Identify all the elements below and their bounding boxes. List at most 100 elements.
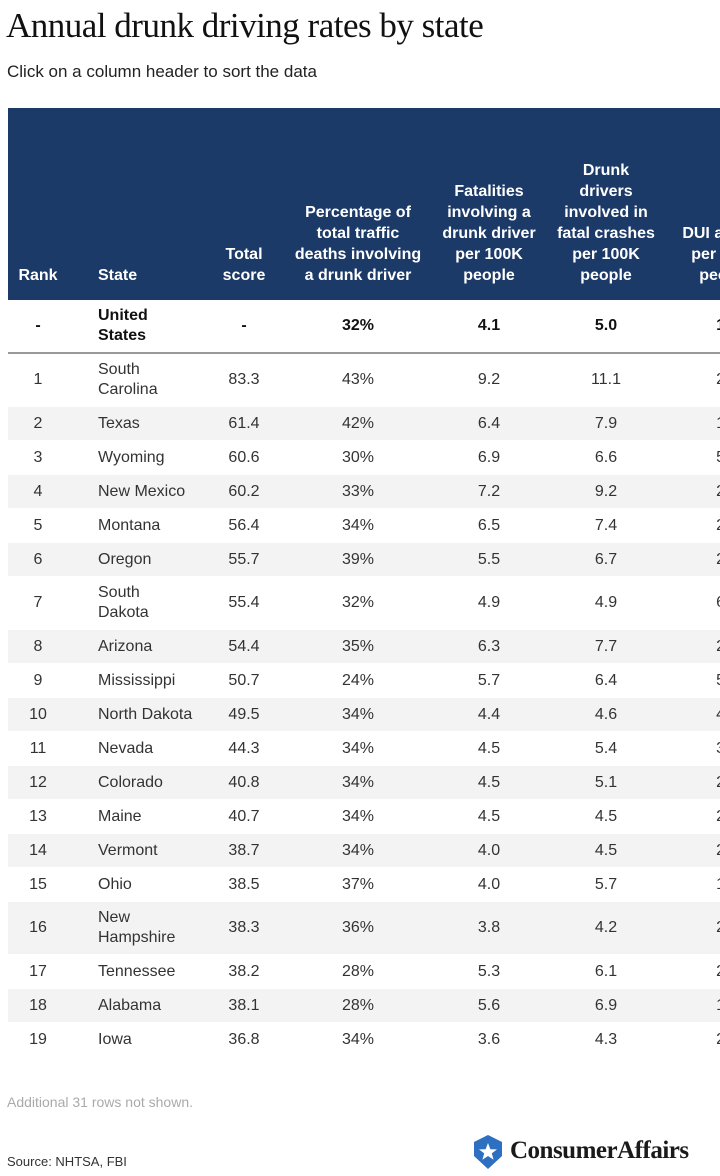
table-cell: 83.3	[200, 353, 288, 407]
title: Annual drunk driving rates by state	[6, 6, 484, 45]
table-cell: 49.5	[200, 697, 288, 732]
table-cell: 32%	[288, 576, 428, 630]
table-cell: 5.0	[550, 300, 662, 354]
table-cell: 12	[8, 765, 68, 800]
table-cell: 4.5	[550, 833, 662, 868]
table-cell: 24	[662, 474, 720, 509]
table-cell: 55.4	[200, 576, 288, 630]
table-cell: 17	[8, 954, 68, 989]
table-cell: 37%	[288, 867, 428, 902]
table-cell: 4.1	[428, 300, 550, 354]
table-cell: 34%	[288, 833, 428, 868]
table-cell: 26	[662, 542, 720, 577]
table-cell: 2	[8, 406, 68, 441]
table-cell: 54.4	[200, 629, 288, 664]
table-cell: Ohio	[68, 867, 200, 902]
table-cell: 28%	[288, 988, 428, 1023]
table-cell: 3.8	[428, 901, 550, 955]
table-cell: 30%	[288, 440, 428, 475]
table-cell: 9.2	[550, 474, 662, 509]
column-header[interactable]: Fatalities involving a drunk driver per …	[428, 108, 550, 300]
table-cell: Arizona	[68, 629, 200, 664]
table-cell: 6.1	[550, 954, 662, 989]
table-cell: 6	[8, 542, 68, 577]
table-cell: 5.5	[428, 542, 550, 577]
table-cell: 4.9	[550, 576, 662, 630]
column-header[interactable]: DUI arrests per 100K people	[662, 108, 720, 300]
table-cell: 28%	[288, 954, 428, 989]
table-cell: 27	[662, 799, 720, 834]
table-cell: Wyoming	[68, 440, 200, 475]
table-cell: 44.3	[200, 731, 288, 766]
table-cell: 19	[8, 1022, 68, 1057]
table-cell: 4.5	[550, 799, 662, 834]
table-cell: 40.7	[200, 799, 288, 834]
table-cell: 10	[8, 697, 68, 732]
table-cell: 4.0	[428, 833, 550, 868]
column-header[interactable]: State	[68, 108, 200, 300]
table-cell: 7.9	[550, 406, 662, 441]
table-cell: 6.7	[550, 542, 662, 577]
table-cell: 7.2	[428, 474, 550, 509]
table-cell: 56.4	[200, 508, 288, 543]
table-cell: 4.9	[428, 576, 550, 630]
summary-row: -United States-32%4.15.018	[8, 300, 720, 354]
table-cell: 5	[8, 508, 68, 543]
table-cell: Alabama	[68, 988, 200, 1023]
table-wrapper: Rank State Total score Percentage of total …	[8, 108, 720, 1057]
table-cell: 4.5	[428, 765, 550, 800]
table-cell: Tennessee	[68, 954, 200, 989]
table-cell: United States	[68, 300, 200, 354]
table-cell: 15	[8, 867, 68, 902]
table-cell: 23	[662, 765, 720, 800]
table-cell: Nevada	[68, 731, 200, 766]
table-cell: 5.6	[428, 988, 550, 1023]
subtitle: Click on a column header to sort the dat…	[7, 62, 317, 81]
table-cell: 50.7	[200, 663, 288, 698]
table-cell: 4.0	[428, 867, 550, 902]
table-cell: 34%	[288, 731, 428, 766]
table-cell: 1	[8, 353, 68, 407]
data-table: Rank State Total score Percentage of total …	[8, 108, 720, 1057]
table-cell: 5.1	[550, 765, 662, 800]
table-cell: 23	[662, 901, 720, 955]
table-cell: 4.6	[550, 697, 662, 732]
table-cell: 38.7	[200, 833, 288, 868]
table-cell: Maine	[68, 799, 200, 834]
table-cell: South Carolina	[68, 353, 200, 407]
column-header[interactable]: Drunk drivers involved in fatal crashes …	[550, 108, 662, 300]
table-cell: 16	[8, 901, 68, 955]
table-cell: 60.6	[200, 440, 288, 475]
table-cell: 32%	[288, 300, 428, 354]
table-cell: 38.2	[200, 954, 288, 989]
table-cell: 6.6	[550, 440, 662, 475]
table-cell: 34%	[288, 799, 428, 834]
table-cell: 4	[8, 474, 68, 509]
column-header[interactable]: Total score	[200, 108, 288, 300]
table-cell: 42%	[288, 406, 428, 441]
table-cell: 9.2	[428, 353, 550, 407]
table-cell: 6.5	[428, 508, 550, 543]
column-header[interactable]: Percentage of total traffic deaths invol…	[288, 108, 428, 300]
column-header[interactable]: Rank	[8, 108, 68, 300]
table-cell: 35%	[288, 629, 428, 664]
table-cell: 36.8	[200, 1022, 288, 1057]
table-cell: South Dakota	[68, 576, 200, 630]
table-cell: 13	[8, 799, 68, 834]
table-cell: Montana	[68, 508, 200, 543]
table-cell: 21	[662, 954, 720, 989]
table-cell: 7.4	[550, 508, 662, 543]
table-cell: 5.3	[428, 954, 550, 989]
table-cell: 34%	[288, 765, 428, 800]
table-cell: New Mexico	[68, 474, 200, 509]
table-cell: Oregon	[68, 542, 200, 577]
table-cell: North Dakota	[68, 697, 200, 732]
table-cell: Texas	[68, 406, 200, 441]
